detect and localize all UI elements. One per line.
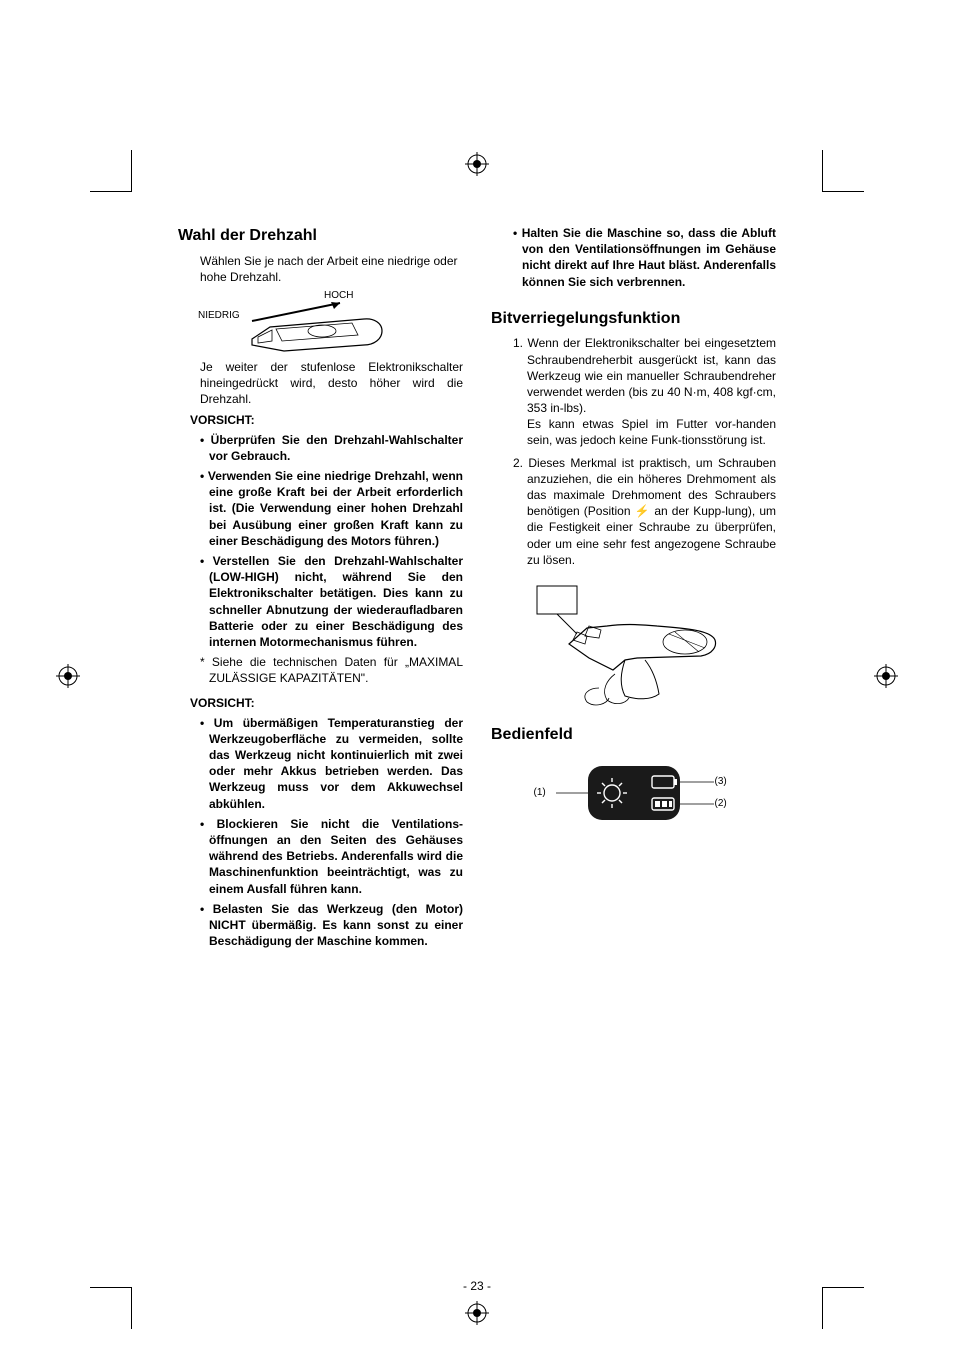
right-column: Halten Sie die Maschine so, dass die Abl… <box>491 225 776 953</box>
heading-bedienfeld: Bedienfeld <box>491 724 776 746</box>
crop-mark <box>822 1287 864 1329</box>
page-number: - 23 - <box>0 1279 954 1293</box>
after-figure-text: Je weiter der stufenlose Elektro­nikscha… <box>200 359 463 408</box>
caution-bullet: Um übermäßigen Temperatu­ranstieg der We… <box>200 715 463 812</box>
registration-mark-icon <box>465 152 489 176</box>
crop-mark <box>90 1287 132 1329</box>
crop-mark <box>822 150 864 192</box>
caution-1-list: Überprüfen Sie den Drehzahl-Wahl­schalte… <box>200 432 463 650</box>
num-item-1-text: 1. Wenn der Elektronikschalter bei einge… <box>513 336 776 415</box>
page-body: Wahl der Drehzahl Wählen Sie je nach der… <box>178 225 776 953</box>
caution-bullet: Blockieren Sie nicht die Ventilations­öf… <box>200 816 463 897</box>
registration-mark-icon <box>465 1301 489 1325</box>
registration-mark-icon <box>874 664 898 688</box>
left-column: Wahl der Drehzahl Wählen Sie je nach der… <box>178 225 463 953</box>
caution-bullet: Halten Sie die Maschine so, dass die Abl… <box>513 225 776 290</box>
heading-drehzahl: Wahl der Drehzahl <box>178 225 463 247</box>
panel-label-2: (2) <box>715 797 727 811</box>
caution-bullet: Verwenden Sie eine niedrige Drehzahl, we… <box>200 468 463 549</box>
num-item-1-cont: Es kann etwas Spiel im Futter vor-handen… <box>527 416 776 448</box>
top-bullet-list: Halten Sie die Maschine so, dass die Abl… <box>513 225 776 290</box>
caution-bullet: Überprüfen Sie den Drehzahl-Wahl­schalte… <box>200 432 463 464</box>
num-item-1: 1. Wenn der Elektronikschalter bei einge… <box>513 335 776 448</box>
drill-figure <box>519 580 749 710</box>
caution-bullet: Belasten Sie das Werkzeug (den Motor) NI… <box>200 901 463 950</box>
panel-label-1: (1) <box>534 786 546 800</box>
intro-text: Wählen Sie je nach der Arbeit eine niedr… <box>200 253 463 285</box>
caution-bullet: Verstellen Sie den Drehzahl-Wahl­schalte… <box>200 553 463 650</box>
num-item-2: 2. Dieses Merkmal ist praktisch, um Schr… <box>513 455 776 568</box>
caution-heading-2: VORSICHT: <box>190 695 463 711</box>
crop-mark <box>90 150 132 192</box>
panel-label-3: (3) <box>715 775 727 789</box>
speed-selector-figure: HOCH NIEDRIG <box>192 291 432 355</box>
control-panel-figure: (1) (2) (3) <box>534 754 734 836</box>
registration-mark-icon <box>56 664 80 688</box>
caution-2-list: Um übermäßigen Temperatu­ranstieg der We… <box>200 715 463 950</box>
footnote-text: * Siehe die technischen Daten für „MAXIM… <box>200 654 463 686</box>
heading-bitlock: Bitverriegelungsfunktion <box>491 308 776 330</box>
caution-heading-1: VORSICHT: <box>190 412 463 428</box>
